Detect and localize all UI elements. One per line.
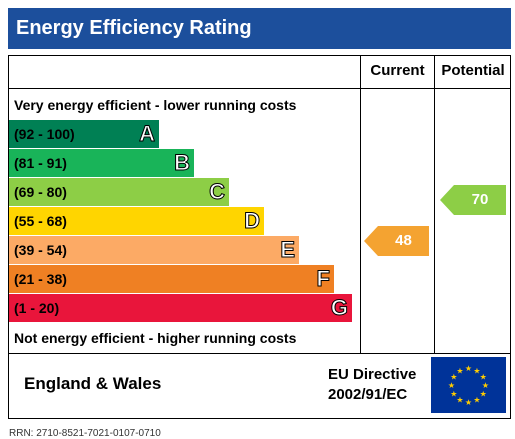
band-f: (21 - 38) F xyxy=(9,265,334,293)
potential-rating-arrow: 70 xyxy=(440,185,506,215)
star-icon: ★ xyxy=(465,398,472,407)
eu-flag-icon: ★ ★ ★ ★ ★ ★ ★ ★ ★ ★ ★ ★ xyxy=(431,357,506,413)
band-range-label: (1 - 20) xyxy=(14,300,60,316)
top-caption: Very energy efficient - lower running co… xyxy=(14,97,297,113)
rating-frame xyxy=(8,55,511,419)
band-letter-label: C xyxy=(209,179,226,205)
header-divider xyxy=(8,88,511,89)
band-range-label: (92 - 100) xyxy=(14,126,75,142)
band-letter-label: F xyxy=(316,266,330,292)
band-letter-label: G xyxy=(330,295,348,321)
current-arrow-shape xyxy=(364,226,429,256)
band-b: (81 - 91) B xyxy=(9,149,194,177)
rrn-number: RRN: 2710-8521-7021-0107-0710 xyxy=(9,428,161,439)
star-icon: ★ xyxy=(465,364,472,373)
directive-line2: 2002/91/EC xyxy=(328,386,408,403)
band-letter-label: E xyxy=(280,237,296,263)
band-range-label: (39 - 54) xyxy=(14,242,67,258)
band-letter-label: A xyxy=(139,121,156,147)
directive-line1: EU Directive xyxy=(328,366,417,383)
eu-directive: EU Directive 2002/91/EC xyxy=(328,365,416,405)
band-c: (69 - 80) C xyxy=(9,178,229,206)
band-letter-label: B xyxy=(174,150,191,176)
star-icon: ★ xyxy=(473,366,480,375)
star-icon: ★ xyxy=(456,366,463,375)
bottom-caption: Not energy efficient - higher running co… xyxy=(14,330,297,346)
current-header: Current xyxy=(370,62,425,79)
band-range-label: (81 - 91) xyxy=(14,155,67,171)
star-icon: ★ xyxy=(482,381,489,390)
band-e: (39 - 54) E xyxy=(9,236,299,264)
star-icon: ★ xyxy=(456,396,463,405)
current-rating-value: 48 xyxy=(395,232,412,249)
footer-divider xyxy=(8,353,511,354)
star-icon: ★ xyxy=(450,390,457,399)
star-icon: ★ xyxy=(448,381,455,390)
potential-arrow-shape xyxy=(440,185,506,215)
divider-current xyxy=(360,55,361,354)
star-icon: ★ xyxy=(480,373,487,382)
band-g: (1 - 20) G xyxy=(9,294,352,322)
star-icon: ★ xyxy=(480,390,487,399)
region-label: England & Wales xyxy=(24,374,162,393)
star-icon: ★ xyxy=(450,373,457,382)
current-rating-arrow: 48 xyxy=(364,226,429,256)
divider-potential xyxy=(434,55,435,354)
band-d: (55 - 68) D xyxy=(9,207,264,235)
band-range-label: (21 - 38) xyxy=(14,271,67,287)
band-range-label: (55 - 68) xyxy=(14,213,67,229)
band-letter-label: D xyxy=(244,208,261,234)
band-a: (92 - 100) A xyxy=(9,120,159,148)
potential-header: Potential xyxy=(441,62,505,79)
potential-rating-value: 70 xyxy=(471,191,489,208)
star-icon: ★ xyxy=(473,396,480,405)
page-title: Energy Efficiency Rating xyxy=(8,8,511,49)
band-range-label: (69 - 80) xyxy=(14,184,67,200)
